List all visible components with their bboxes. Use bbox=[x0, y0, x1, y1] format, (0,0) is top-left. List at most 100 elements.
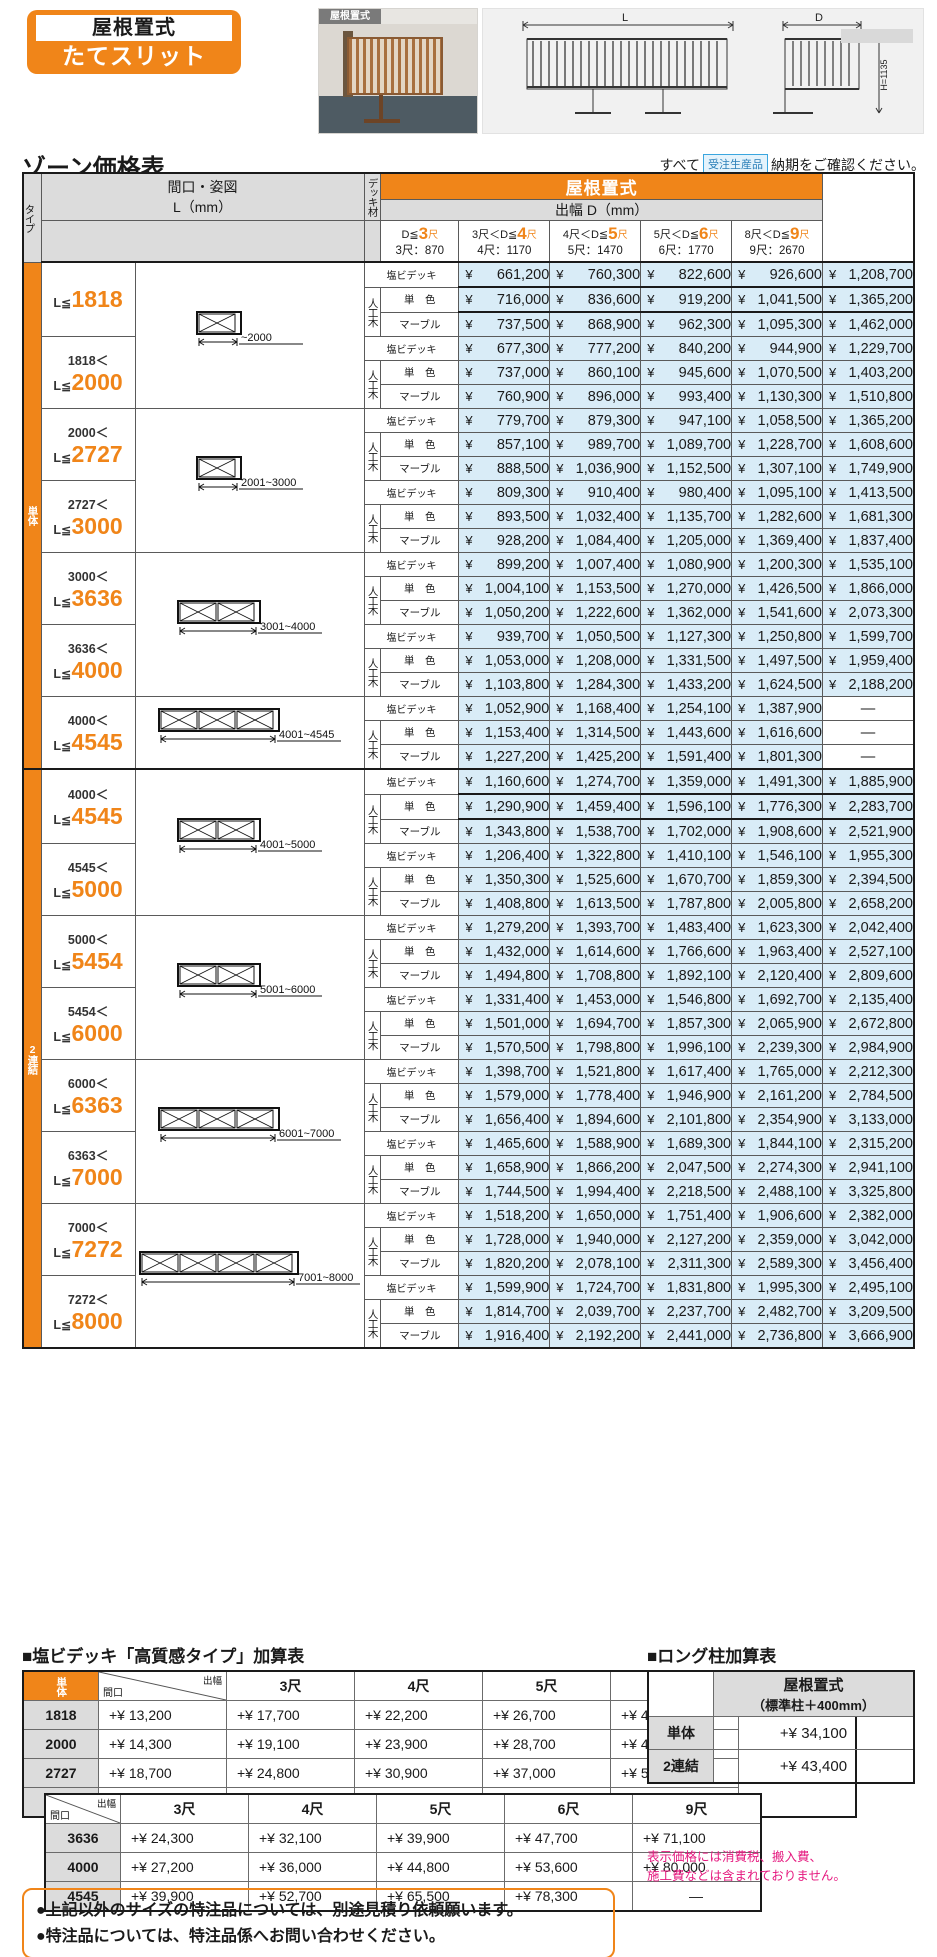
addon1-corner-bottom: 間口 bbox=[103, 1688, 123, 1699]
price-cell: ¥1,465,600 bbox=[458, 1131, 551, 1156]
table-row: 人工木単 色 ¥857,100 ¥989,700 ¥1,089,700 ¥1,228,7… bbox=[23, 432, 915, 481]
product-photo: 屋根置式 bbox=[318, 8, 478, 134]
price-cell: ¥2,941,100 bbox=[822, 1155, 915, 1180]
addon-price-cell: +¥ 24,300 bbox=[120, 1823, 249, 1853]
price-cell: ¥1,617,400 bbox=[640, 1059, 733, 1084]
price-cell: ¥1,229,700 bbox=[822, 336, 915, 361]
price-cell: ¥2,192,200 bbox=[549, 1323, 642, 1349]
table-row: マーブル ¥1,103,800 ¥1,284,300 ¥1,433,200 ¥1,624… bbox=[23, 672, 915, 697]
longpost-price-cell: +¥ 34,100 bbox=[713, 1716, 915, 1750]
footer-line-2: ●特注品については、特注品係へお問い合わせください。 bbox=[36, 1927, 445, 1945]
footer-notice-box: ●上記以外のサイズの特注品については、別途見積り依頼願います。 ●特注品について… bbox=[22, 1888, 615, 1957]
addon-row: 3636 +¥ 24,300 +¥ 32,100 +¥ 39,900 +¥ 47,700… bbox=[44, 1823, 762, 1853]
photo-caption: 屋根置式 bbox=[319, 9, 381, 24]
price-cell: ¥1,369,400 bbox=[731, 528, 823, 553]
table-row: 人工木単 色 ¥1,579,000 ¥1,778,400 ¥1,946,900 ¥2,1… bbox=[23, 1083, 915, 1132]
price-cell: ¥1,916,400 bbox=[458, 1323, 551, 1349]
price-cell: ¥2,212,300 bbox=[822, 1059, 915, 1084]
price-cell: ¥1,443,600 bbox=[640, 720, 733, 745]
col-header-d3: D≦3尺 3尺：870 bbox=[380, 220, 460, 263]
price-cell: ¥1,284,300 bbox=[549, 672, 642, 697]
price-cell: ¥1,222,600 bbox=[549, 600, 642, 625]
price-cell: ¥2,274,300 bbox=[731, 1155, 823, 1180]
price-cell: ¥1,510,800 bbox=[822, 384, 915, 409]
price-cell: — bbox=[822, 744, 915, 770]
dimension-drawing: L D H=1135 bbox=[482, 8, 924, 134]
price-cell: ¥1,814,700 bbox=[458, 1299, 551, 1324]
d3-pre: D≦ bbox=[401, 229, 419, 242]
span-label-cell: 4000＜L≦4545 bbox=[40, 768, 136, 844]
price-cell: ¥2,042,400 bbox=[822, 915, 915, 940]
price-cell: ¥1,906,600 bbox=[731, 1203, 823, 1228]
price-cell: ¥1,322,800 bbox=[549, 843, 642, 868]
table-row: マーブル ¥1,656,400 ¥1,894,600 ¥2,101,800 ¥2,354… bbox=[23, 1107, 915, 1132]
price-cell: ¥1,491,300 bbox=[731, 768, 823, 795]
col-header-d9: 8尺＜D≦9尺 9尺：2670 bbox=[731, 220, 823, 263]
d9-pre: 8尺＜D≦ bbox=[744, 229, 790, 242]
price-cell: ¥947,100 bbox=[640, 408, 733, 433]
header-row-3: D≦3尺 3尺：870 3尺＜D≦4尺 4尺：1170 4尺＜D≦5尺 5尺：1… bbox=[23, 220, 914, 263]
price-cell: ¥1,089,700 bbox=[640, 432, 733, 457]
deck-material-plain: 単 色 bbox=[380, 720, 460, 745]
deck-material-artwood: 人工木 bbox=[363, 360, 382, 409]
price-cell: ¥1,359,000 bbox=[640, 768, 733, 795]
price-cell: ¥1,996,100 bbox=[640, 1035, 733, 1060]
deck-material-marble: マーブル bbox=[380, 600, 460, 625]
price-cell: ¥661,200 bbox=[458, 261, 551, 288]
price-cell: ¥840,200 bbox=[640, 336, 733, 361]
longpost-head-line2: （標準柱＋400mm） bbox=[752, 1698, 875, 1713]
price-cell: ¥836,600 bbox=[549, 286, 642, 313]
price-cell: ¥899,200 bbox=[458, 552, 551, 577]
price-cell: ¥2,658,200 bbox=[822, 891, 915, 916]
col-header-width-label: 間口・姿図 bbox=[167, 179, 238, 195]
price-cell: ¥2,315,200 bbox=[822, 1131, 915, 1156]
deck-material-marble: マーブル bbox=[380, 963, 460, 988]
dim-label-L: L bbox=[622, 12, 628, 24]
top-banner: 屋根置式 たてスリット 屋根置式 bbox=[0, 0, 937, 140]
tax-note-line1: 表示価格には消費税、搬入費、 bbox=[647, 1850, 823, 1864]
price-cell: ¥1,206,400 bbox=[458, 843, 551, 868]
elevation-figure-cell: 6001~7000 bbox=[134, 1059, 365, 1204]
price-cell: ¥1,892,100 bbox=[640, 963, 733, 988]
svg-text:7001~8000: 7001~8000 bbox=[298, 1272, 353, 1284]
header-row-1: タイプ 間口・姿図 L（mm） デッキ材 屋根置式 bbox=[22, 172, 914, 263]
table-row: 人工木単 色 ¥893,500 ¥1,032,400 ¥1,135,700 ¥1,282… bbox=[23, 504, 915, 553]
price-cell: ¥1,579,000 bbox=[458, 1083, 551, 1108]
svg-text:~2000: ~2000 bbox=[241, 332, 272, 344]
deck-material-artwood: 人工木 bbox=[363, 867, 382, 916]
price-cell: ¥2,311,300 bbox=[640, 1251, 733, 1276]
price-cell: ¥2,078,100 bbox=[549, 1251, 642, 1276]
price-cell: ¥860,100 bbox=[549, 360, 642, 385]
deck-material-vinyl: 塩ビデッキ bbox=[363, 336, 460, 361]
price-cell: ¥1,331,500 bbox=[640, 648, 733, 673]
deck-material-artwood: 人工木 bbox=[363, 1299, 382, 1349]
price-cell: ¥2,354,900 bbox=[731, 1107, 823, 1132]
price-cell: — bbox=[822, 696, 915, 721]
addon-width-label: 3636 bbox=[44, 1823, 121, 1853]
price-cell: ¥2,359,000 bbox=[731, 1227, 823, 1252]
price-cell: ¥919,200 bbox=[640, 286, 733, 313]
longpost-type-label: 単体 bbox=[647, 1716, 714, 1750]
price-cell: ¥1,801,300 bbox=[731, 744, 823, 770]
addon-price-cell: +¥ 71,100 bbox=[632, 1823, 762, 1853]
price-cell: ¥1,694,700 bbox=[549, 1011, 642, 1036]
svg-text:2001~3000: 2001~3000 bbox=[241, 477, 296, 489]
d9-big: 9 bbox=[789, 224, 800, 244]
price-cell: ¥1,168,400 bbox=[549, 696, 642, 721]
d6-big: 6 bbox=[699, 224, 709, 244]
deck-material-artwood: 人工木 bbox=[363, 432, 382, 481]
addon-price-cell: +¥ 52,700 bbox=[248, 1881, 377, 1912]
deck-material-plain: 単 色 bbox=[380, 1011, 460, 1036]
d5-pre: 4尺＜D≦ bbox=[562, 229, 609, 242]
price-cell: ¥1,307,100 bbox=[731, 456, 823, 481]
span-label-cell: 4545＜L≦5000 bbox=[40, 843, 136, 916]
price-cell: ¥2,809,600 bbox=[822, 963, 915, 988]
price-cell: ¥1,432,000 bbox=[458, 939, 551, 964]
price-cell: ¥1,254,100 bbox=[640, 696, 733, 721]
elevation-figure-cell: 3001~4000 bbox=[134, 552, 365, 697]
table-body: 単体 L≦1818 ~2000 塩ビデッキ ¥661,200 ¥760,300 ¥822… bbox=[22, 261, 915, 1349]
price-cell: ¥945,600 bbox=[640, 360, 733, 385]
table-row: 6363＜L≦7000 塩ビデッキ ¥1,465,600 ¥1,588,900 ¥1,6… bbox=[23, 1131, 915, 1204]
addon2-col-6: 6尺 bbox=[504, 1793, 633, 1824]
table-row: 人工木単 色 ¥1,053,000 ¥1,208,000 ¥1,331,500 ¥1,4… bbox=[23, 648, 915, 697]
